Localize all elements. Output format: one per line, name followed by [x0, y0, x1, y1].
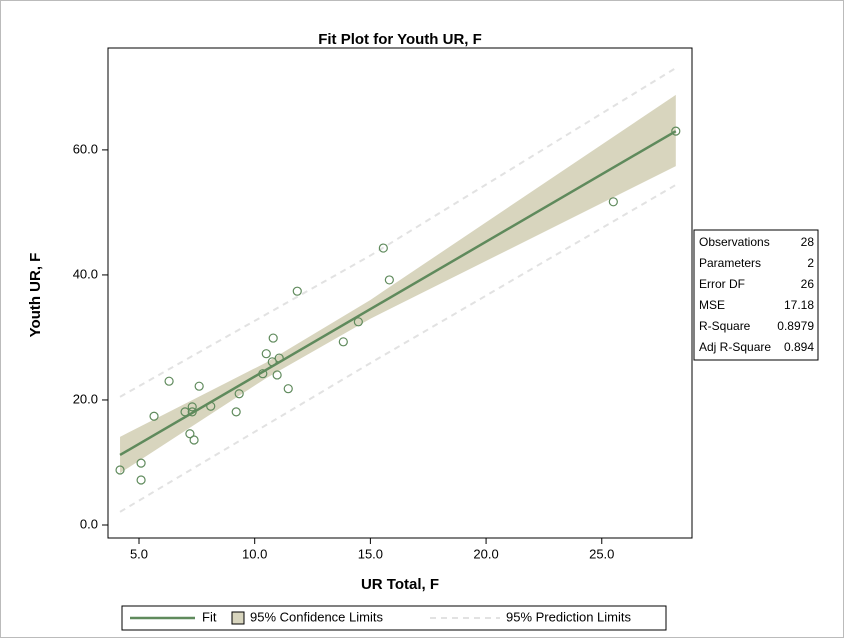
x-tick-label: 20.0: [473, 546, 498, 561]
x-tick-label: 10.0: [242, 546, 267, 561]
legend-confidence-swatch: [231, 611, 245, 625]
stat-value: 28: [801, 235, 815, 249]
data-point: [258, 369, 268, 379]
legend-label: 95% Confidence Limits: [250, 609, 383, 624]
data-point: [115, 465, 125, 475]
data-point: [671, 126, 681, 136]
y-tick-label: 40.0: [73, 266, 98, 281]
y-tick-label: 60.0: [73, 141, 98, 156]
data-point: [283, 384, 293, 394]
data-point: [338, 337, 348, 347]
x-axis-label: UR Total, F: [361, 576, 439, 593]
x-tick-label: 25.0: [589, 546, 614, 561]
legend: [121, 605, 667, 631]
stat-value: 17.18: [784, 298, 814, 312]
data-point: [185, 429, 195, 439]
data-point: [261, 349, 271, 359]
data-point: [189, 435, 199, 445]
chart-title: Fit Plot for Youth UR, F: [318, 31, 482, 48]
data-point: [378, 243, 388, 253]
data-point: [608, 197, 618, 207]
x-tick-label: 15.0: [358, 546, 383, 561]
data-point: [272, 370, 282, 380]
stat-value: 0.8979: [777, 319, 814, 333]
data-point: [136, 475, 146, 485]
y-axis-label: Youth UR, F: [27, 253, 44, 338]
stat-label: Error DF: [699, 277, 745, 291]
data-point: [206, 401, 216, 411]
stat-value: 26: [801, 277, 815, 291]
data-point: [234, 389, 244, 399]
data-point: [268, 333, 278, 343]
data-point: [149, 411, 159, 421]
y-tick-label: 0.0: [80, 516, 98, 531]
stat-label: R-Square: [699, 319, 751, 333]
data-point: [180, 407, 190, 417]
plot-layer: [115, 67, 681, 513]
prediction-limit: [119, 67, 677, 398]
data-point: [164, 376, 174, 386]
fit-line: [119, 130, 677, 457]
data-point: [187, 407, 197, 417]
data-point: [353, 317, 363, 327]
x-tick-label: 5.0: [130, 546, 148, 561]
stat-label: MSE: [699, 298, 725, 312]
stat-value: 2: [807, 256, 814, 270]
data-point: [384, 275, 394, 285]
data-point: [267, 357, 277, 367]
stat-label: Observations: [699, 235, 770, 249]
y-tick-label: 20.0: [73, 391, 98, 406]
confidence-band: [120, 94, 676, 474]
data-point: [136, 458, 146, 468]
stat-value: 0.894: [784, 340, 814, 354]
data-point: [292, 286, 302, 296]
stat-label: Parameters: [699, 256, 761, 270]
prediction-limit: [119, 184, 677, 513]
stat-label: Adj R-Square: [699, 340, 771, 354]
legend-label: 95% Prediction Limits: [506, 609, 631, 624]
legend-label: Fit: [202, 609, 217, 624]
data-point: [187, 402, 197, 412]
data-point: [194, 381, 204, 391]
stats-box: [693, 229, 819, 361]
data-point: [231, 407, 241, 417]
data-point: [274, 353, 284, 363]
